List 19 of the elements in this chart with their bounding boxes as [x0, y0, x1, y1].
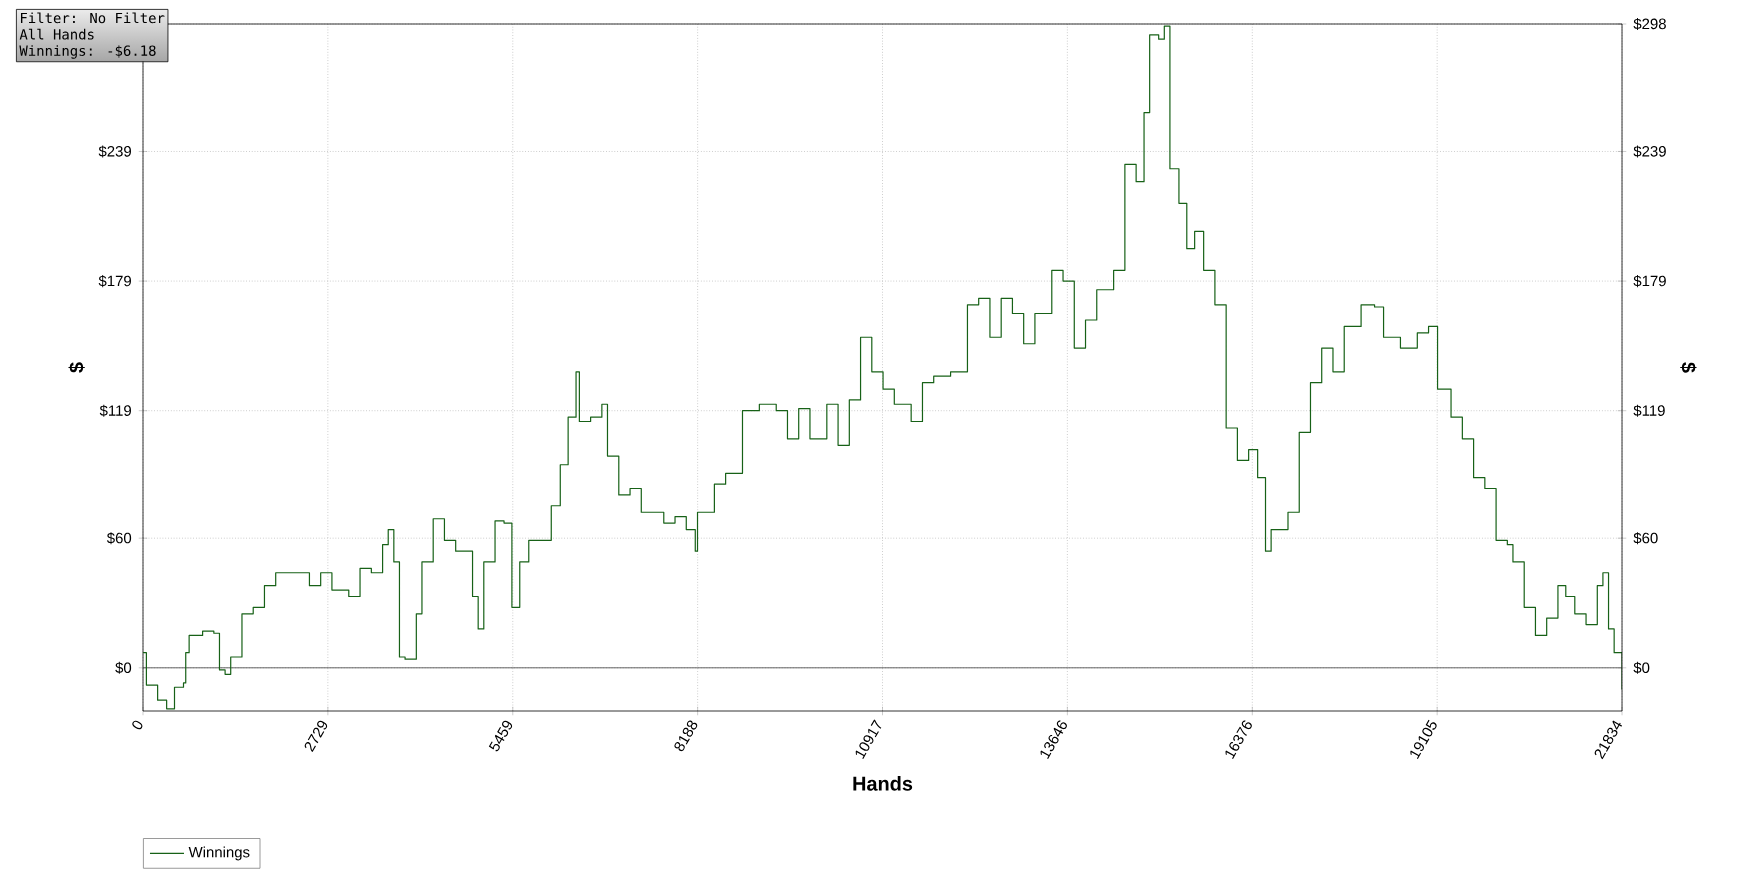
text: All Hands [19, 28, 94, 40]
y-axis-title: $ [68, 362, 85, 373]
legend-label: Winnings [188, 846, 250, 861]
y2-tick-label: $179 [1633, 275, 1666, 288]
annotation: Winnings: -$6.18 [19, 45, 156, 59]
y-tick-label: $0 [115, 661, 132, 674]
y-tick-label: $179 [98, 275, 131, 288]
y2-axis-title: $ [1680, 362, 1697, 373]
text: Filter: No Filter [20, 12, 165, 24]
y-tick-label: $119 [99, 404, 131, 417]
y2-tick-label: $0 [1633, 661, 1650, 674]
x-tick-label: 0 [132, 720, 143, 730]
y-tick-label: $239 [98, 145, 131, 158]
y2-tick-label: $239 [1633, 145, 1666, 158]
y2-tick-label: $298 [1633, 17, 1666, 31]
x-axis-title: Hands [853, 776, 913, 791]
y-tick-label: $60 [106, 532, 132, 545]
y2-tick-label: $119 [1633, 404, 1665, 417]
y2-tick-label: $60 [1633, 532, 1658, 545]
